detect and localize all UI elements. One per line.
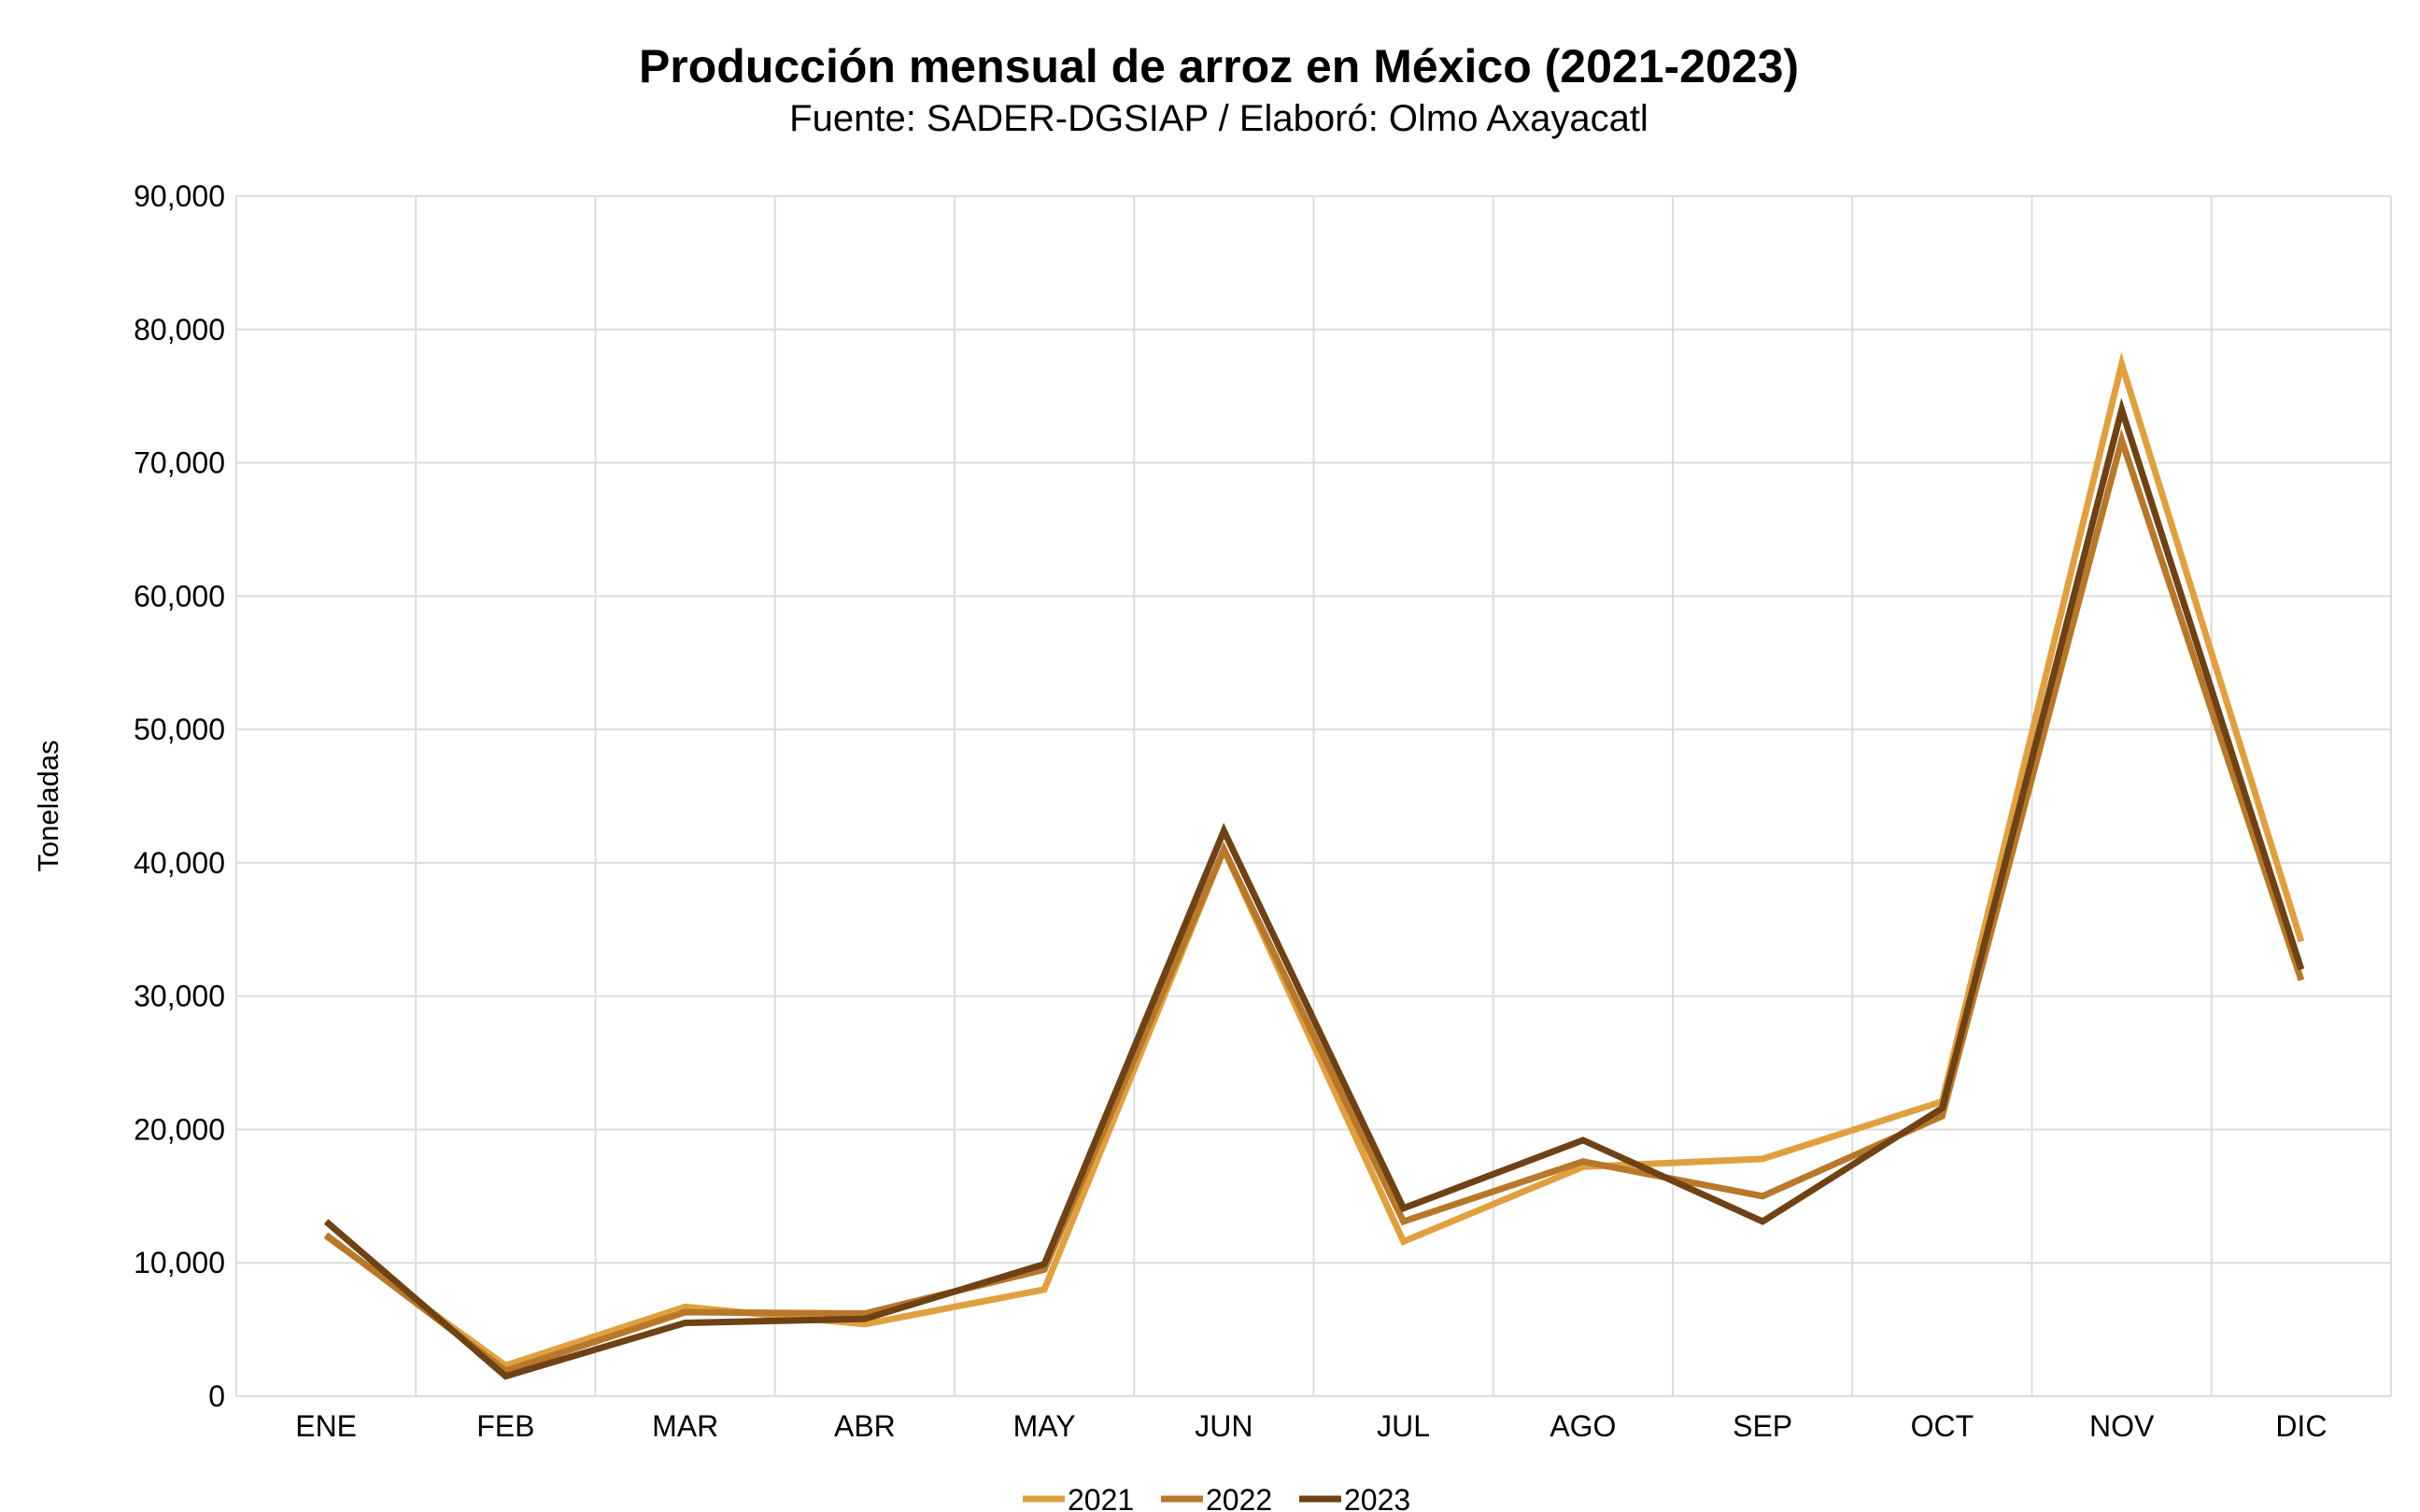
y-tick-label: 30,000 [134, 980, 225, 1013]
x-tick-label: MAY [1013, 1409, 1076, 1443]
y-tick-label: 20,000 [134, 1112, 225, 1146]
x-tick-label: OCT [1911, 1409, 1974, 1443]
x-tick-label: JUL [1377, 1409, 1430, 1443]
y-axis-label: Toneladas [32, 740, 64, 871]
x-tick-label: SEP [1733, 1409, 1792, 1443]
x-tick-label: FEB [476, 1409, 534, 1443]
x-tick-label: ENE [295, 1409, 357, 1443]
y-tick-label: 70,000 [134, 446, 225, 480]
y-tick-label: 50,000 [134, 713, 225, 746]
y-tick-label: 10,000 [134, 1246, 225, 1279]
x-tick-label: JUN [1195, 1409, 1252, 1443]
chart-subtitle: Fuente: SADER-DGSIAP / Elaboró: Olmo Axa… [789, 98, 1649, 139]
chart-title: Producción mensual de arroz en México (2… [639, 40, 1799, 92]
y-tick-label: 40,000 [134, 846, 225, 880]
x-tick-label: MAR [652, 1409, 718, 1443]
x-tick-label: ABR [834, 1409, 896, 1443]
y-tick-label: 80,000 [134, 313, 225, 346]
legend-label-2021: 2021 [1068, 1483, 1134, 1512]
y-tick-label: 0 [208, 1379, 225, 1413]
x-tick-label: DIC [2275, 1409, 2327, 1443]
legend-label-2022: 2022 [1206, 1483, 1272, 1512]
x-tick-label: NOV [2089, 1409, 2155, 1443]
legend-label-2023: 2023 [1344, 1483, 1410, 1512]
x-tick-label: AGO [1550, 1409, 1616, 1443]
series-line-2023 [323, 397, 2305, 1380]
y-tick-label: 90,000 [134, 179, 225, 213]
y-tick-label: 60,000 [134, 579, 225, 613]
